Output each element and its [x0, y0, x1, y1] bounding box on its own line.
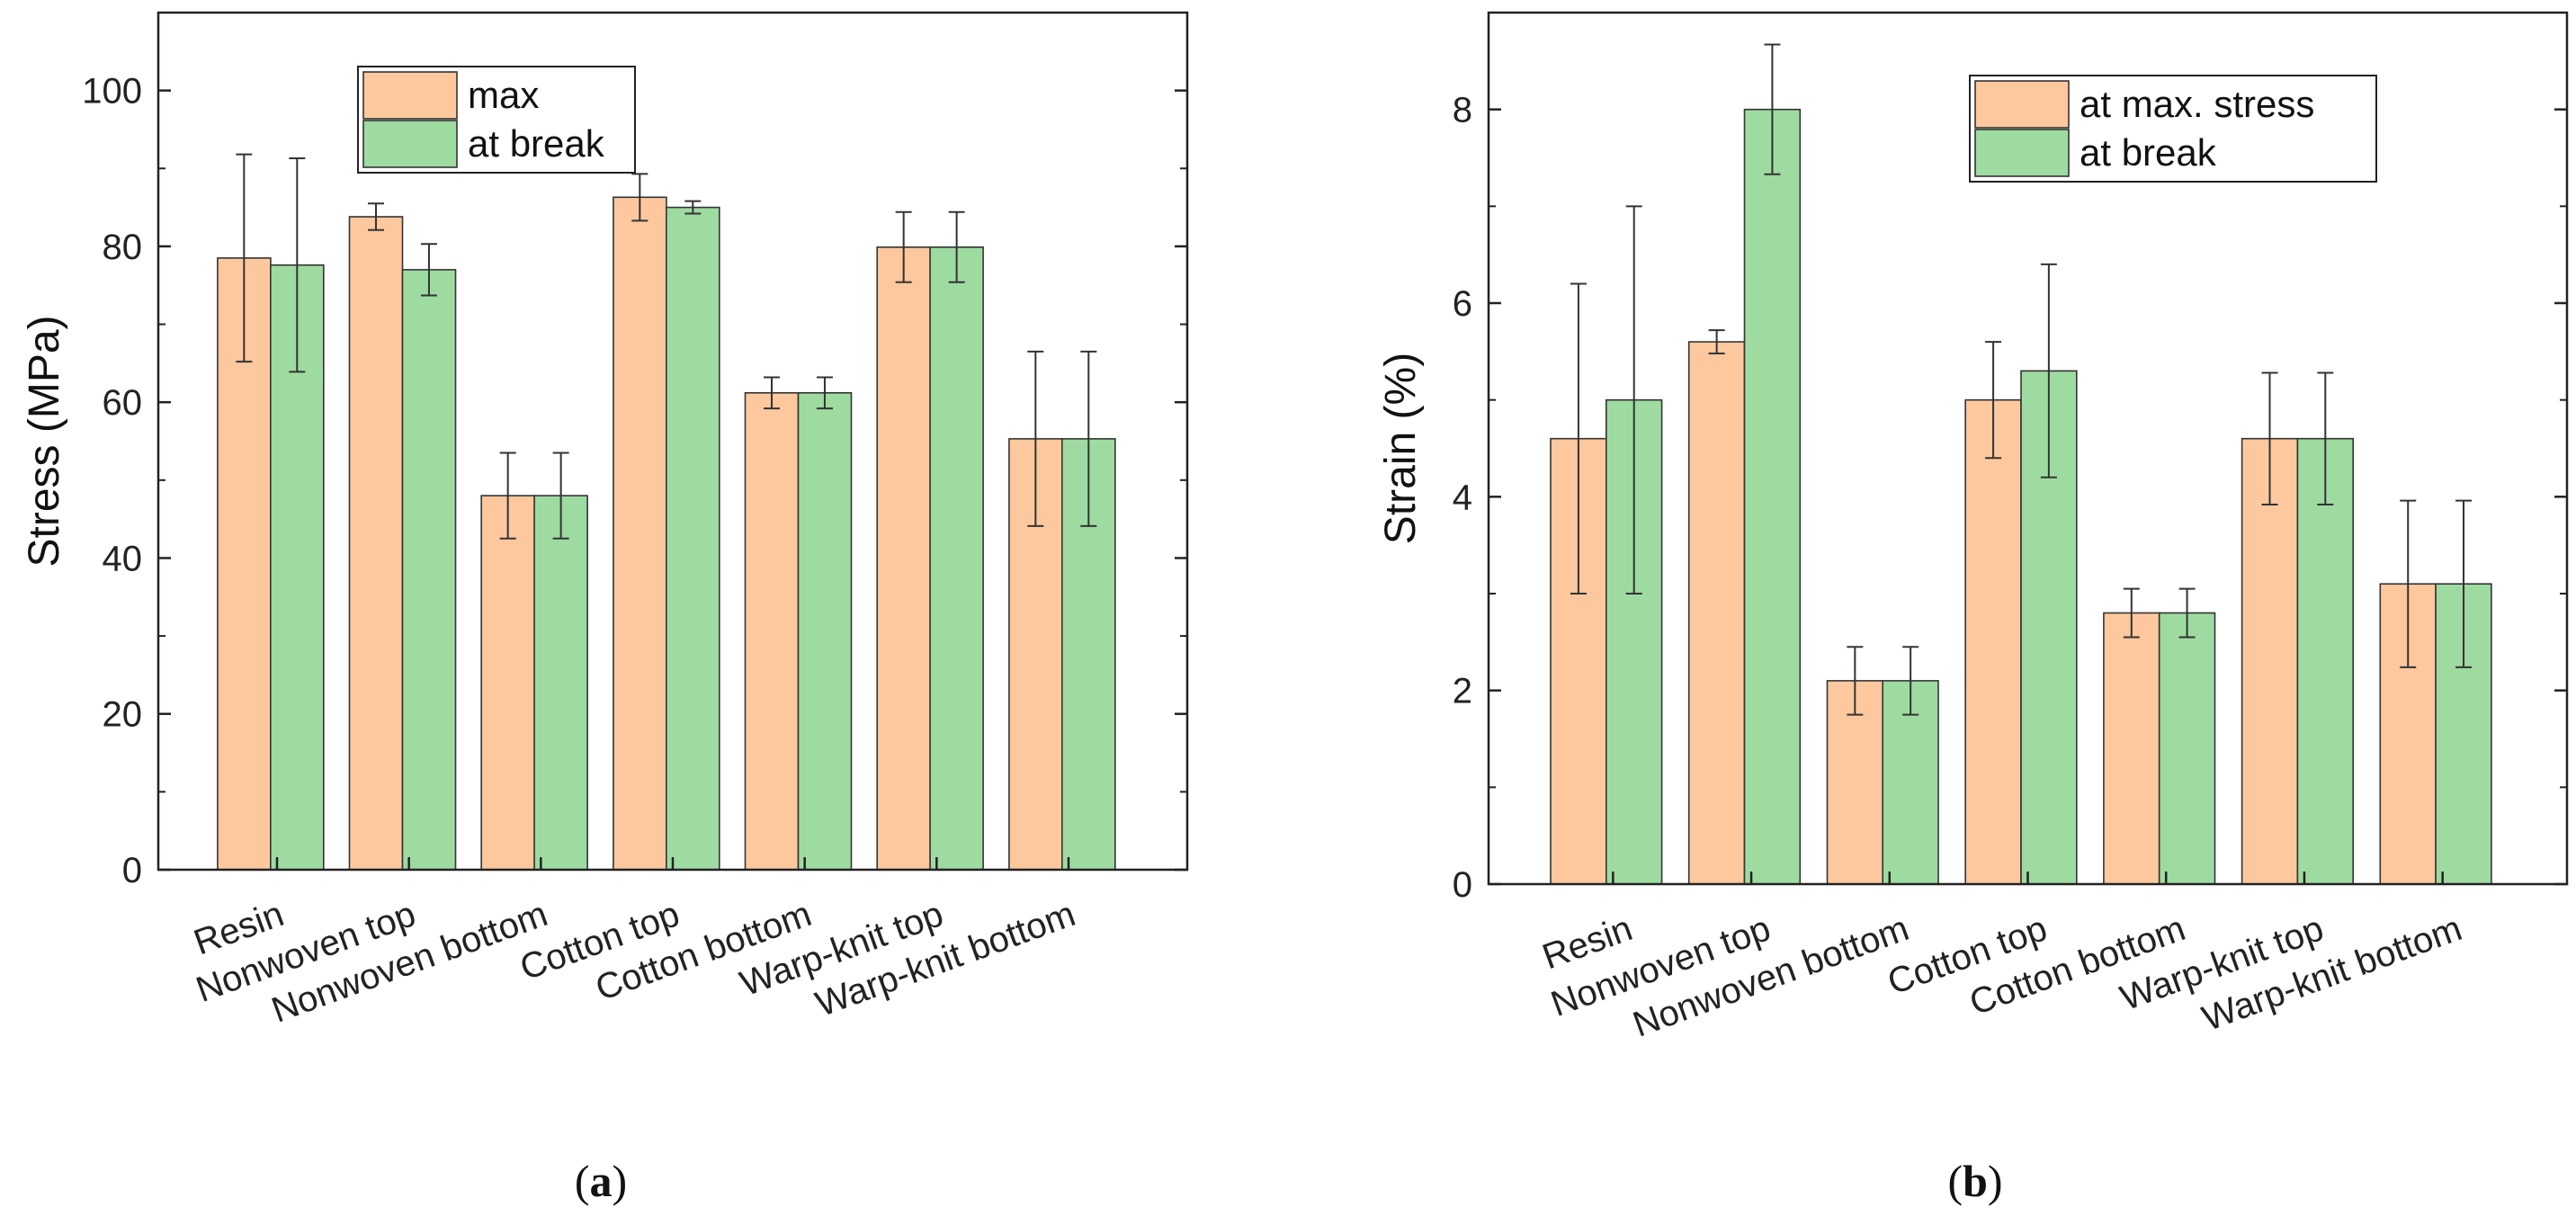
- y-tick-label: 80: [103, 228, 143, 267]
- legend-label-1: at break: [2080, 131, 2217, 174]
- y-tick-label: 100: [82, 72, 142, 112]
- bar-series-a-1: [348, 216, 404, 871]
- legend-swatch-1: [1974, 129, 2070, 177]
- y-tick-label: 20: [103, 695, 143, 735]
- legend-swatch-1: [362, 120, 458, 168]
- bar-series-a-4: [2103, 612, 2160, 885]
- legend-swatch-0: [362, 71, 458, 120]
- bar-series-b-1: [1743, 108, 1802, 885]
- bar-series-a-2: [480, 495, 536, 871]
- bar-series-b-4: [797, 391, 853, 871]
- y-axis-title: Strain (%): [1377, 353, 1425, 544]
- legend-label-0: max: [468, 74, 539, 116]
- y-tick-label: 8: [1453, 91, 1472, 130]
- panel-caption: (a): [575, 1156, 627, 1206]
- y-tick-label: 4: [1453, 478, 1472, 517]
- bar-series-b-2: [533, 495, 588, 871]
- bar-series-b-1: [401, 269, 457, 871]
- y-tick-label: 6: [1453, 284, 1472, 324]
- bar-series-b-4: [2158, 612, 2216, 885]
- bar-series-a-3: [613, 196, 667, 871]
- legend-swatch-0: [1974, 80, 2070, 129]
- y-tick-label: 40: [103, 539, 143, 578]
- bar-series-a-3: [1964, 398, 2022, 885]
- bar-series-b-3: [665, 206, 720, 871]
- panel-caption: (b): [1947, 1156, 2002, 1206]
- bar-series-b-5: [929, 246, 984, 871]
- bar-series-a-5: [876, 246, 932, 871]
- bar-series-a-5: [2241, 437, 2299, 885]
- bar-series-a-1: [1687, 341, 1746, 885]
- y-tick-label: 0: [1453, 865, 1472, 905]
- legend-label-0: at max. stress: [2080, 83, 2314, 125]
- legend-label-1: at break: [468, 122, 605, 165]
- y-tick-label: 2: [1453, 672, 1472, 711]
- y-axis-title: Stress (MPa): [21, 315, 68, 567]
- y-tick-label: 0: [122, 851, 142, 890]
- bar-series-a-4: [744, 391, 800, 871]
- y-tick-label: 60: [103, 383, 143, 423]
- bar-series-b-5: [2296, 437, 2354, 885]
